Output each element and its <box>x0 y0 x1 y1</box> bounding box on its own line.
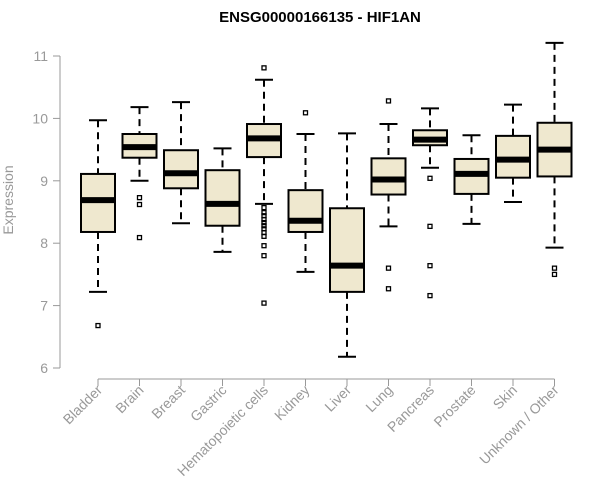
outlier-point <box>551 265 558 271</box>
outlier-point <box>261 300 267 306</box>
box-group-7 <box>329 132 365 358</box>
x-tick-label: Lung <box>362 382 395 415</box>
outlier-point <box>427 263 433 269</box>
outlier-point <box>261 216 267 223</box>
y-tick-label: 9 <box>40 173 48 189</box>
box-group-3 <box>163 101 199 225</box>
outlier-point <box>261 243 267 249</box>
outlier-point <box>302 110 309 116</box>
box-group-10 <box>453 134 490 225</box>
y-tick-label: 7 <box>40 298 48 314</box>
outlier-point <box>261 204 267 211</box>
box-group-5 <box>246 65 282 306</box>
outlier-point <box>136 194 143 201</box>
x-tick-label: Skin <box>490 382 521 413</box>
box-group-12 <box>536 41 573 278</box>
x-tick-label: Brain <box>112 382 146 416</box>
outlier-point <box>95 322 101 329</box>
outlier-point <box>385 265 392 271</box>
y-axis-label: Expression <box>0 165 16 234</box>
outlier-point <box>427 175 433 181</box>
box-group-11 <box>495 103 531 204</box>
outlier-point <box>261 219 267 226</box>
box <box>163 149 199 190</box>
box-group-1 <box>80 119 116 329</box>
x-tick-label: Liver <box>321 382 354 415</box>
x-tick-label: Breast <box>148 382 188 422</box>
outlier-point <box>427 292 433 299</box>
y-axis: 6 7 8 9 10 11 <box>32 48 555 380</box>
x-tick-label: Kidney <box>271 382 313 424</box>
outlier-point <box>136 201 143 208</box>
box <box>329 207 365 293</box>
x-tick-label: Bladder <box>60 382 106 428</box>
outlier-point <box>551 271 558 278</box>
box-group-9 <box>412 107 448 299</box>
y-tick-label: 6 <box>40 360 48 376</box>
outlier-point <box>261 233 267 239</box>
box <box>204 169 241 227</box>
chart-title: ENSG00000166135 - HIF1AN <box>219 9 421 26</box>
y-tick-label: 8 <box>40 235 48 251</box>
outlier-point <box>427 223 433 230</box>
y-tick-label: 11 <box>33 48 48 64</box>
outlier-point <box>261 65 267 71</box>
outlier-point <box>136 234 143 241</box>
plot-area <box>80 41 573 358</box>
outlier-point <box>385 98 392 104</box>
x-tick-label: Unknown / Other <box>476 382 562 468</box>
outlier-point <box>261 223 267 229</box>
x-tick-label: Prostate <box>430 382 478 430</box>
box-group-8 <box>370 98 407 292</box>
box-group-2 <box>121 106 158 241</box>
outlier-point <box>261 209 267 216</box>
outlier-point <box>261 253 267 259</box>
box <box>287 189 324 233</box>
box <box>370 157 407 196</box>
box-group-6 <box>287 110 324 273</box>
outlier-point <box>385 286 392 292</box>
box-group-4 <box>204 147 241 253</box>
y-tick-label: 10 <box>32 110 48 126</box>
